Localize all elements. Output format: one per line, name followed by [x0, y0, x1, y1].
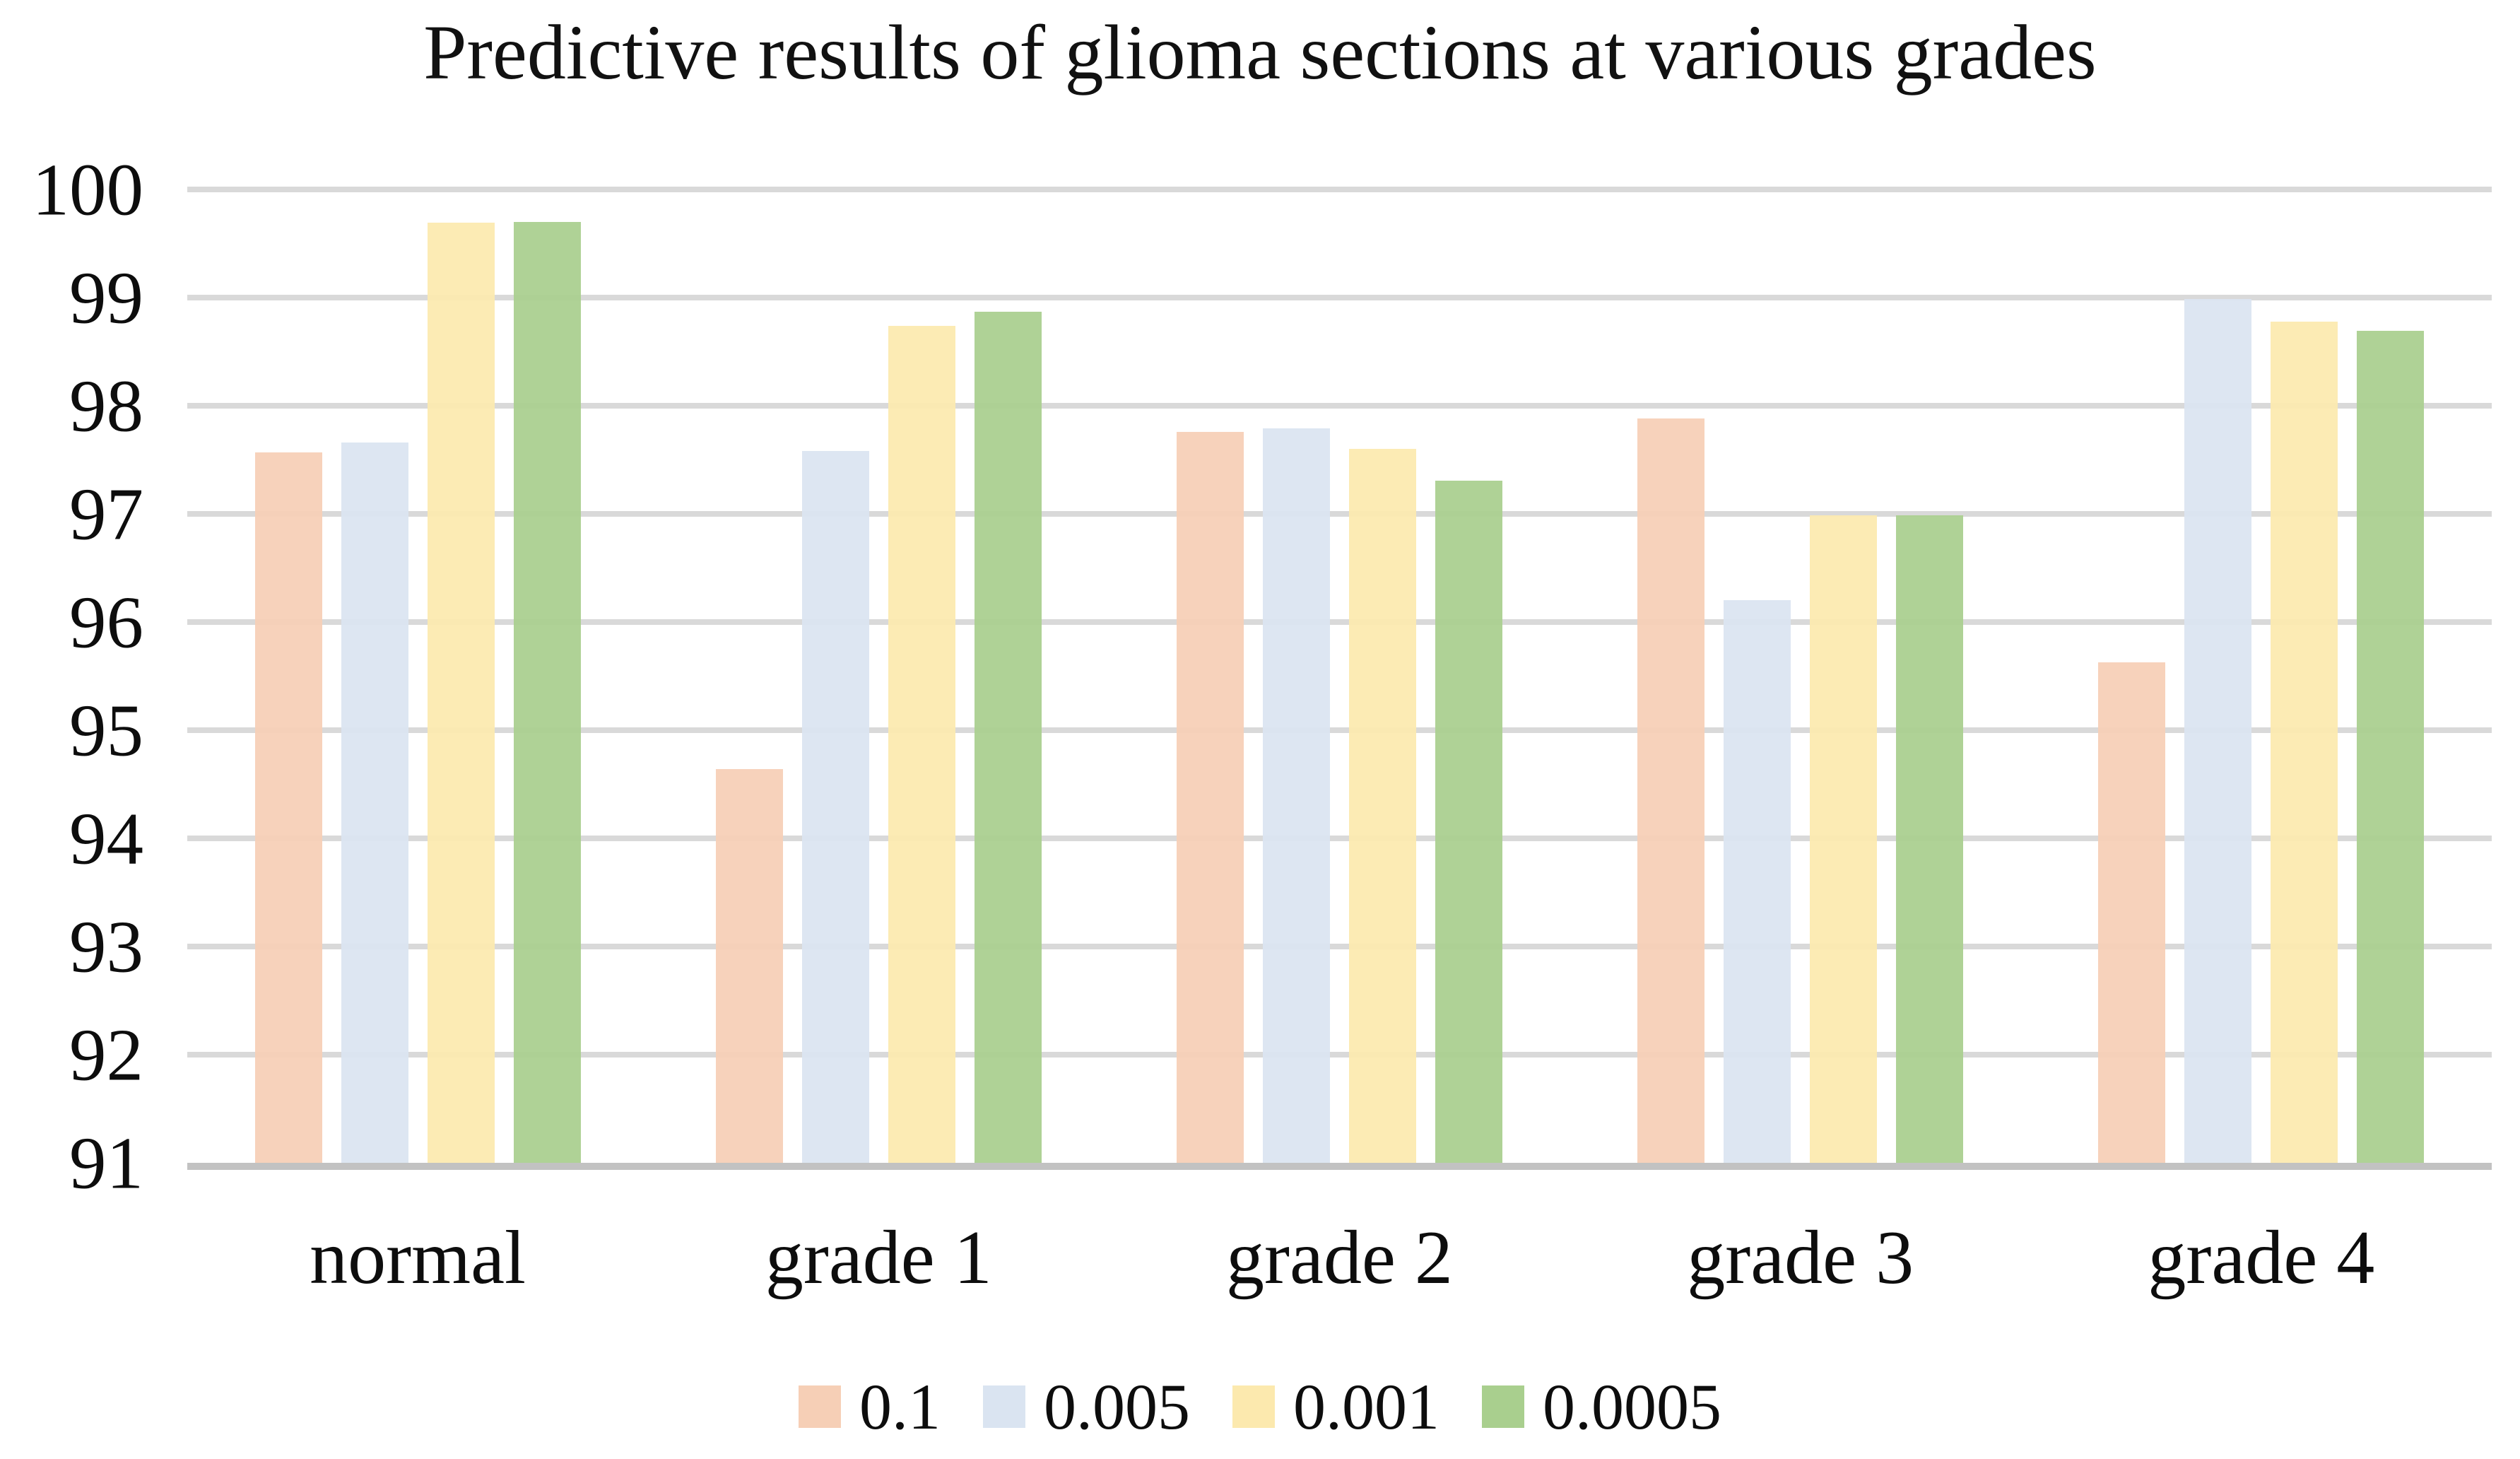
bar-0.005-grade-1 [801, 451, 869, 1163]
bar-0.0005-grade-2 [1435, 480, 1502, 1163]
legend-label: 0.005 [1044, 1371, 1190, 1443]
gridline [187, 619, 2492, 625]
bar-0.0005-grade-4 [2357, 331, 2425, 1163]
legend-label: 0.001 [1293, 1371, 1439, 1443]
bar-0.005-grade-4 [2184, 298, 2252, 1163]
bar-0.001-normal [427, 223, 495, 1163]
bar-group-grade-1 [648, 189, 1109, 1163]
gridline [187, 510, 2492, 517]
y-axis: 100 99 98 97 96 95 94 93 92 91 [0, 153, 152, 1200]
legend-item-0.1: 0.1 [799, 1374, 941, 1439]
bar-0.0005-normal [513, 221, 581, 1163]
legend-item-0.001: 0.001 [1232, 1374, 1439, 1439]
bar-group-grade-3 [1570, 189, 2031, 1163]
bar-group-grade-4 [2031, 189, 2492, 1163]
bar-0.005-normal [341, 443, 408, 1163]
bar-0.001-grade-3 [1810, 515, 1878, 1163]
legend-label: 0.0005 [1543, 1371, 1721, 1443]
legend: 0.1 0.005 0.001 0.0005 [0, 1364, 2520, 1449]
x-tick-label-grade-4: grade 4 [2148, 1216, 2375, 1300]
gridline [187, 944, 2492, 949]
y-tick-label: 91 [69, 1121, 143, 1205]
bar-0.005-grade-2 [1262, 428, 1330, 1163]
bar-0.001-grade-2 [1348, 449, 1416, 1163]
legend-item-0.005: 0.005 [983, 1374, 1190, 1439]
gridline [187, 402, 2492, 409]
legend-label: 0.1 [859, 1371, 941, 1443]
bar-0.1-grade-2 [1176, 431, 1244, 1163]
bar-groups-layer [187, 189, 2492, 1163]
gridline [187, 1051, 2492, 1057]
chart-title: Predictive results of glioma sections at… [423, 9, 2097, 95]
x-tick-label-normal: normal [310, 1216, 526, 1300]
legend-item-0.0005: 0.0005 [1482, 1374, 1721, 1439]
x-axis: normal grade 1 grade 2 grade 3 grade 4 [187, 1202, 2492, 1322]
legend-swatch-icon [1482, 1385, 1524, 1428]
x-tick-label-grade-3: grade 3 [1687, 1216, 1914, 1300]
bar-0.001-grade-1 [888, 325, 955, 1163]
legend-swatch-icon [983, 1385, 1025, 1428]
plot-area [187, 187, 2492, 1170]
y-tick-label: 96 [69, 580, 143, 664]
bar-0.001-grade-4 [2271, 321, 2338, 1163]
gridline [187, 294, 2492, 300]
y-tick-label: 99 [69, 256, 143, 339]
gridline [187, 187, 2492, 192]
bar-0.0005-grade-3 [1896, 515, 1964, 1163]
bar-0.0005-grade-1 [974, 311, 1042, 1163]
bar-0.1-grade-3 [1637, 418, 1705, 1163]
bar-0.1-grade-1 [715, 769, 783, 1163]
y-tick-label: 95 [69, 689, 143, 772]
bar-0.1-grade-4 [2098, 662, 2166, 1163]
y-tick-label: 97 [69, 472, 143, 556]
gridline [187, 835, 2492, 841]
y-tick-label: 98 [69, 364, 143, 447]
legend-swatch-icon [799, 1385, 841, 1428]
bar-group-normal [187, 189, 648, 1163]
y-tick-label: 93 [69, 905, 143, 988]
bar-group-grade-2 [1109, 189, 1570, 1163]
x-tick-label-grade-1: grade 1 [765, 1216, 992, 1300]
x-tick-label-grade-2: grade 2 [1226, 1216, 1453, 1300]
bar-0.005-grade-3 [1724, 600, 1791, 1163]
bar-0.1-normal [254, 452, 322, 1163]
y-tick-label: 92 [69, 1013, 143, 1096]
legend-swatch-icon [1232, 1385, 1275, 1428]
gridline [187, 727, 2492, 733]
y-tick-label: 94 [69, 797, 143, 880]
y-tick-label: 100 [32, 148, 144, 231]
